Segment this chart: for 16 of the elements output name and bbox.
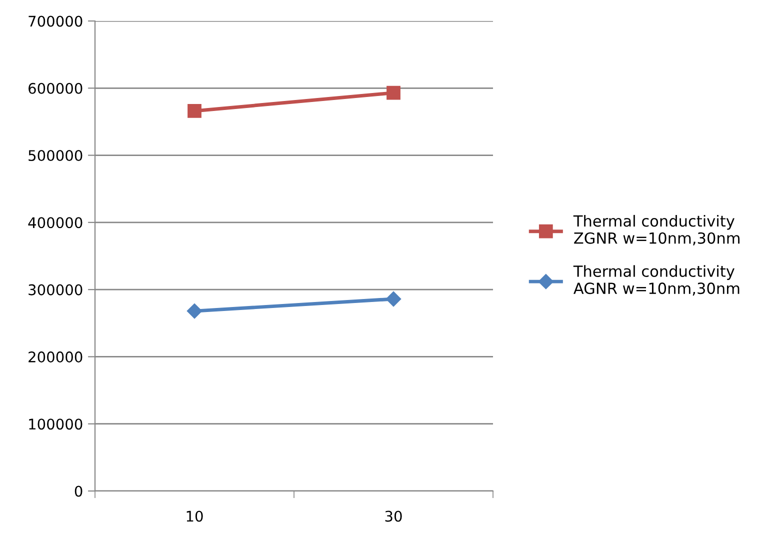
x-tick-label: 30 — [385, 510, 402, 522]
x-tick-label: 10 — [186, 510, 203, 522]
point — [186, 303, 202, 319]
y-tick-label: 0 — [74, 486, 82, 497]
y-tick-label: 400000 — [28, 217, 82, 228]
y-tick-label: 600000 — [28, 82, 82, 94]
point — [386, 86, 400, 100]
y-tick-label: 200000 — [28, 351, 82, 362]
point — [386, 291, 402, 307]
y-tick-label: 700000 — [28, 16, 82, 27]
point — [188, 104, 202, 118]
legend-label: Thermal conductivity AGNR w=10nm,30nm — [573, 265, 740, 296]
y-tick-label: 300000 — [28, 284, 82, 296]
y-tick-label: 500000 — [28, 150, 82, 162]
y-tick-label: 100000 — [29, 418, 82, 430]
legend-label: Thermal conductivity ZGNR w=10nm,30nm — [573, 214, 740, 246]
